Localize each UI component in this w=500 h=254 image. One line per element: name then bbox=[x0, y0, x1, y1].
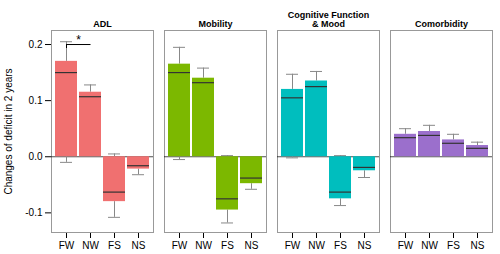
svg-text:FS: FS bbox=[108, 240, 121, 251]
svg-text:FS: FS bbox=[447, 240, 460, 251]
svg-text:NW: NW bbox=[195, 240, 212, 251]
svg-text:Comorbidity: Comorbidity bbox=[415, 19, 468, 29]
svg-text:FW: FW bbox=[172, 240, 188, 251]
svg-text:0.0: 0.0 bbox=[29, 151, 43, 162]
svg-text:*: * bbox=[76, 33, 81, 47]
svg-text:FS: FS bbox=[221, 240, 234, 251]
svg-text:0.1: 0.1 bbox=[29, 95, 43, 106]
svg-text:-0.1: -0.1 bbox=[25, 207, 43, 218]
svg-text:NW: NW bbox=[308, 240, 325, 251]
svg-text:Mobility: Mobility bbox=[199, 19, 233, 29]
svg-text:NS: NS bbox=[245, 240, 259, 251]
svg-text:FW: FW bbox=[398, 240, 414, 251]
svg-text:NS: NS bbox=[471, 240, 485, 251]
svg-text:Changes of deficit in 2 years: Changes of deficit in 2 years bbox=[3, 68, 14, 194]
svg-text:NW: NW bbox=[82, 240, 99, 251]
svg-text:FS: FS bbox=[334, 240, 347, 251]
svg-text:FW: FW bbox=[285, 240, 301, 251]
svg-text:Cognitive Function& Mood: Cognitive Function& Mood bbox=[288, 10, 370, 29]
svg-text:NW: NW bbox=[421, 240, 438, 251]
svg-text:NS: NS bbox=[358, 240, 372, 251]
svg-text:0.2: 0.2 bbox=[29, 39, 43, 50]
svg-text:FW: FW bbox=[59, 240, 75, 251]
svg-text:ADL: ADL bbox=[93, 19, 112, 29]
svg-text:NS: NS bbox=[132, 240, 146, 251]
